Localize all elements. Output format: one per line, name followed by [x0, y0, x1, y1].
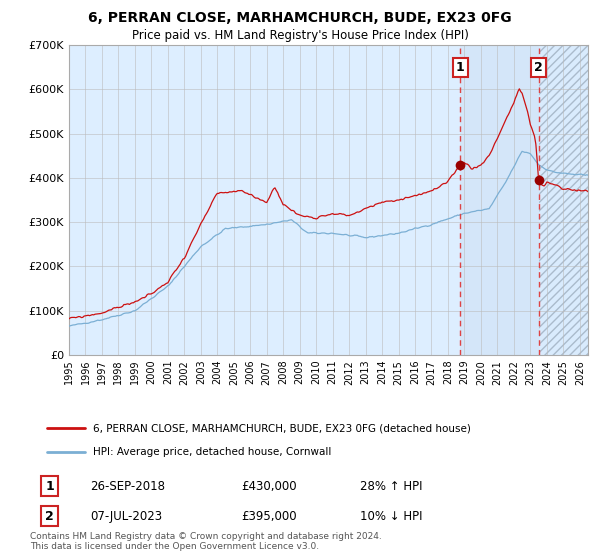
Text: £430,000: £430,000 — [241, 479, 297, 493]
Text: 1: 1 — [456, 60, 464, 74]
Text: 6, PERRAN CLOSE, MARHAMCHURCH, BUDE, EX23 0FG (detached house): 6, PERRAN CLOSE, MARHAMCHURCH, BUDE, EX2… — [92, 423, 470, 433]
Bar — [460, 45, 539, 355]
Text: £395,000: £395,000 — [241, 510, 297, 522]
Bar — [539, 45, 588, 355]
Text: 2: 2 — [45, 510, 54, 522]
Bar — [539, 45, 588, 355]
Text: 6, PERRAN CLOSE, MARHAMCHURCH, BUDE, EX23 0FG: 6, PERRAN CLOSE, MARHAMCHURCH, BUDE, EX2… — [88, 11, 512, 25]
Text: 10% ↓ HPI: 10% ↓ HPI — [360, 510, 422, 522]
Text: HPI: Average price, detached house, Cornwall: HPI: Average price, detached house, Corn… — [92, 447, 331, 457]
Text: 07-JUL-2023: 07-JUL-2023 — [90, 510, 162, 522]
Text: Contains HM Land Registry data © Crown copyright and database right 2024.
This d: Contains HM Land Registry data © Crown c… — [30, 532, 382, 552]
Text: Price paid vs. HM Land Registry's House Price Index (HPI): Price paid vs. HM Land Registry's House … — [131, 30, 469, 43]
Text: 1: 1 — [45, 479, 54, 493]
Text: 26-SEP-2018: 26-SEP-2018 — [90, 479, 165, 493]
Text: 28% ↑ HPI: 28% ↑ HPI — [360, 479, 422, 493]
Text: 2: 2 — [535, 60, 543, 74]
